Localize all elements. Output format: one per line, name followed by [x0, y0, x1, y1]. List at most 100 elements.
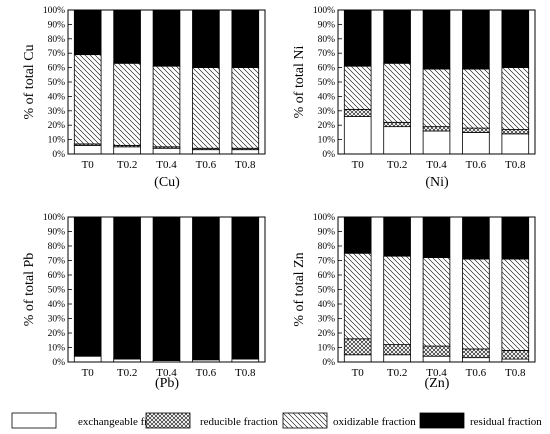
x-tick-label: T0.2 [387, 159, 407, 171]
bar-segment-oxidizable-t02 [383, 255, 411, 345]
bar-segment-oxidizable-t06 [192, 67, 220, 149]
y-tick-label: 100% [313, 6, 335, 16]
bar-segment-exchangeable-t04 [422, 130, 451, 155]
bar-segment-oxidizable-t06 [462, 258, 490, 350]
y-tick-label: 0% [322, 358, 335, 368]
bar-segment-residual-t02 [383, 216, 411, 257]
bar-segment-oxidizable-t0 [343, 252, 372, 340]
bar-segment-oxidizable-t08 [501, 67, 530, 130]
y-tick-label: 20% [48, 121, 66, 131]
bar-segment-reducible-t06 [462, 127, 490, 133]
legend: exchangeable fraction reducible fraction o… [11, 412, 542, 429]
bar-segment-residual-t02 [113, 216, 141, 360]
legend-swatch-reducible [145, 412, 191, 429]
chart-panel-ni: T0 T0.2 T0.4 T0.6 T0.8 0% 10% 20% 30% 40% 50% 60% 70… [292, 6, 536, 190]
y-tick-label: 100% [43, 213, 65, 223]
bar-segment-reducible-t02 [383, 344, 411, 356]
y-tick-label: 70% [48, 257, 66, 267]
bar-segment-exchangeable-t0 [343, 116, 372, 155]
bar-segment-exchangeable-t04 [422, 355, 451, 363]
panel-title: (Ni) [425, 175, 449, 190]
y-tick-label: 20% [48, 329, 66, 339]
y-tick-label: 60% [48, 64, 66, 74]
bar-segment-residual-t06 [192, 216, 220, 361]
y-tick-label: 20% [318, 121, 336, 131]
x-tick-label: T0.8 [505, 159, 526, 171]
y-tick-label: 50% [48, 286, 66, 296]
bar-segment-exchangeable-t06 [462, 357, 490, 363]
x-tick-label: T0.6 [196, 159, 217, 171]
y-tick-label: 80% [318, 35, 336, 45]
bar-segment-oxidizable-t08 [501, 258, 530, 351]
y-tick-label: 40% [318, 300, 336, 310]
y-tick-label: 100% [43, 6, 65, 16]
legend-swatch-oxidizable [282, 412, 328, 429]
y-tick-label: 20% [318, 329, 336, 339]
bar-segment-reducible-t0 [343, 338, 372, 356]
y-axis-label: % of total Cu [22, 44, 37, 119]
y-tick-label: 30% [48, 315, 66, 325]
bar-segment-oxidizable-t02 [113, 62, 141, 146]
x-tick-label: T0.2 [117, 159, 137, 171]
y-tick-label: 60% [48, 271, 66, 281]
chart-panels: T0 T0.2 T0.4 T0.6 T0.8 0% 10% 20% 30% 40% 50% 60% 70… [22, 6, 536, 391]
bar-segment-reducible-t04 [422, 345, 451, 357]
y-tick-label: 80% [48, 35, 66, 45]
bar-segment-reducible-t0 [343, 108, 372, 117]
y-tick-label: 10% [318, 344, 336, 354]
x-tick-label: T0.2 [387, 367, 407, 379]
x-tick-label: T0.4 [426, 367, 447, 379]
y-tick-label: 90% [48, 228, 66, 238]
bar-segment-residual-t04 [152, 216, 181, 361]
bar-segment-exchangeable-t0 [343, 354, 372, 363]
y-tick-label: 60% [318, 64, 336, 74]
y-tick-label: 70% [318, 257, 336, 267]
bar-segment-residual-t0 [73, 9, 102, 56]
y-tick-label: 30% [318, 107, 336, 117]
x-tick-label: T0 [352, 367, 365, 379]
legend-label-reducible: reducible fraction [200, 416, 278, 428]
y-tick-label: 50% [318, 286, 336, 296]
y-tick-label: 70% [48, 49, 66, 59]
bar-segment-residual-t04 [422, 216, 451, 258]
bar-segment-residual-t04 [152, 9, 181, 67]
bar-segment-exchangeable-t0 [73, 144, 102, 155]
bar-segment-residual-t0 [343, 9, 372, 67]
bar-segment-residual-t06 [462, 9, 490, 70]
x-tick-label: T0.8 [505, 367, 526, 379]
y-tick-label: 90% [318, 228, 336, 238]
y-tick-label: 10% [48, 136, 66, 146]
panel-title: (Cu) [154, 175, 180, 190]
bar-segment-exchangeable-t06 [462, 131, 490, 155]
bar-segment-exchangeable-t02 [383, 126, 411, 155]
y-axis-label: % of total Pb [22, 253, 37, 327]
y-tick-label: 40% [318, 92, 336, 102]
x-tick-label: T0.4 [156, 367, 177, 379]
bar-segment-exchangeable-t02 [383, 354, 411, 363]
x-tick-label: T0.6 [466, 159, 487, 171]
bar-segment-residual-t08 [501, 9, 530, 68]
bar-segment-residual-t02 [113, 9, 141, 64]
x-tick-label: T0.4 [156, 159, 177, 171]
x-tick-label: T0 [82, 159, 95, 171]
bar-segment-residual-t02 [383, 9, 411, 64]
bar-segment-reducible-t04 [422, 126, 451, 132]
y-tick-label: 0% [322, 150, 335, 160]
x-tick-label: T0.2 [117, 367, 137, 379]
bar-segment-oxidizable-t06 [462, 68, 490, 129]
y-tick-label: 40% [48, 300, 66, 310]
bar-segment-residual-t06 [462, 216, 490, 260]
x-tick-label: T0.8 [235, 159, 256, 171]
bar-segment-exchangeable-t08 [501, 133, 530, 155]
chart-panel-cu: T0 T0.2 T0.4 T0.6 T0.8 0% 10% 20% 30% 40% 50% 60% 70… [22, 6, 266, 190]
x-tick-label: T0.8 [235, 367, 256, 379]
bar-segment-oxidizable-t0 [343, 65, 372, 110]
y-tick-label: 90% [318, 20, 336, 30]
bar-segment-exchangeable-t02 [113, 146, 141, 155]
bar-segment-reducible-t08 [501, 129, 530, 135]
bar-segment-oxidizable-t02 [383, 62, 411, 123]
y-tick-label: 30% [48, 107, 66, 117]
y-tick-label: 100% [313, 213, 335, 223]
x-tick-label: T0.6 [466, 367, 487, 379]
